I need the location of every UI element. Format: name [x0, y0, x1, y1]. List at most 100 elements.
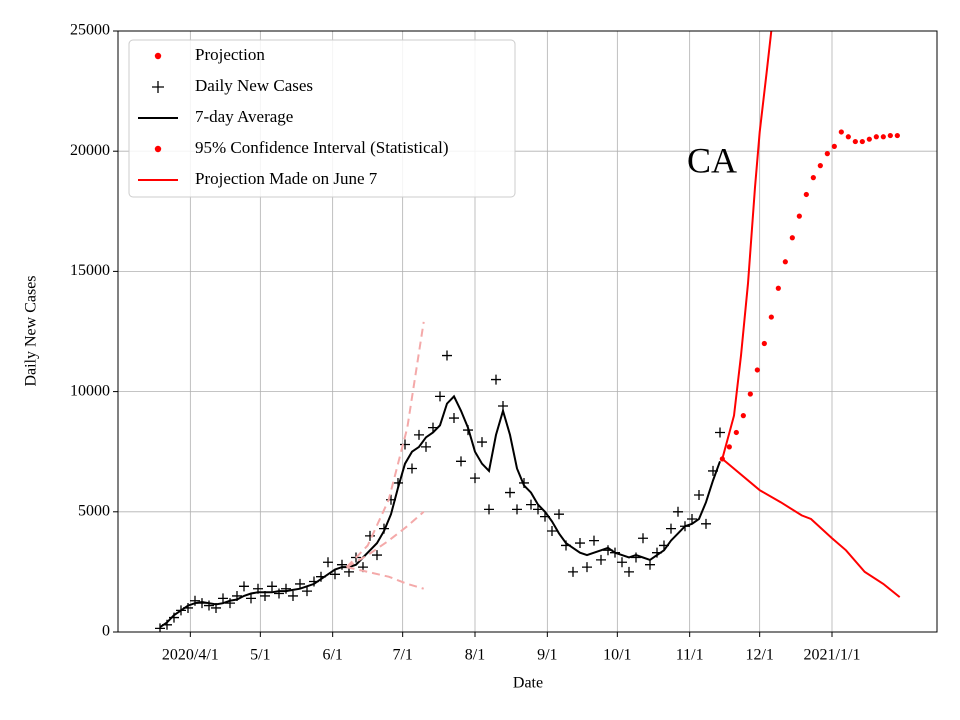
- case-marker: [400, 439, 410, 450]
- legend-box: [128, 39, 516, 198]
- case-marker: [435, 391, 445, 402]
- case-marker: [491, 374, 501, 385]
- projection-dot: [726, 444, 732, 450]
- axes-frame: [117, 30, 938, 633]
- projection-dot: [817, 163, 823, 169]
- y-tick-label: 0: [102, 623, 110, 640]
- case-marker: [645, 559, 655, 570]
- projection-dot: [775, 285, 781, 291]
- case-marker: [715, 427, 725, 438]
- projection-dot: [789, 235, 795, 241]
- case-marker: [575, 538, 585, 549]
- projection-dot: [754, 367, 760, 373]
- case-marker: [582, 562, 592, 573]
- case-marker: [568, 566, 578, 577]
- x-tick-label: 12/1: [745, 647, 773, 664]
- case-marker: [442, 350, 452, 361]
- projection-dot: [733, 429, 739, 436]
- x-tick-label: 8/1: [465, 647, 485, 664]
- case-marker: [218, 593, 228, 604]
- june-projection-line: [346, 511, 425, 568]
- x-tick-label: 9/1: [537, 647, 557, 664]
- case-marker: [470, 473, 480, 484]
- case-marker: [421, 441, 431, 452]
- case-marker: [414, 429, 424, 440]
- case-marker: [512, 504, 522, 515]
- case-marker: [673, 506, 683, 517]
- x-tick-label: 11/1: [676, 647, 704, 664]
- projection-dot: [740, 413, 746, 419]
- case-marker: [302, 586, 312, 597]
- ci-lower-line: [721, 458, 901, 598]
- case-marker: [547, 526, 557, 537]
- annotation: CA: [687, 140, 737, 180]
- case-marker: [526, 499, 536, 510]
- case-marker: [589, 535, 599, 546]
- projection-dot: [824, 151, 830, 157]
- case-marker: [323, 557, 333, 568]
- x-tick-label: 5/1: [250, 647, 270, 664]
- projection-dot: [873, 134, 879, 140]
- case-marker: [365, 530, 375, 541]
- x-axis-label: Date: [513, 675, 543, 692]
- x-tick-label: 10/1: [603, 647, 631, 664]
- legend-label: Projection: [195, 45, 265, 64]
- case-marker: [330, 569, 340, 580]
- case-marker: [666, 523, 676, 534]
- projection-dot: [887, 132, 893, 139]
- case-marker: [701, 518, 711, 529]
- y-tick-label: 15000: [70, 262, 110, 279]
- june-projection-line: [346, 566, 424, 590]
- projection-dot: [747, 391, 753, 397]
- ci-upper-line: [721, 31, 773, 460]
- y-tick-label: 10000: [70, 382, 110, 399]
- projection-dot: [859, 138, 865, 145]
- case-marker: [295, 578, 305, 589]
- case-marker: [617, 557, 627, 568]
- projection-dot: [880, 134, 886, 140]
- case-marker: [456, 456, 466, 467]
- y-tick-label: 20000: [70, 142, 110, 159]
- case-marker: [449, 413, 459, 424]
- legend-marker: [154, 145, 162, 153]
- case-marker: [596, 554, 606, 565]
- x-tick-label: 6/1: [322, 647, 342, 664]
- case-marker: [246, 593, 256, 604]
- y-tick-label: 25000: [70, 22, 110, 39]
- case-marker: [372, 550, 382, 561]
- projection-dot: [796, 213, 802, 219]
- case-marker: [505, 487, 515, 498]
- legend-marker: [154, 52, 162, 60]
- projection-dot: [838, 129, 844, 135]
- projection-dot: [803, 191, 809, 198]
- legend: Projection Daily New Cases 7-day Average 95…: [128, 39, 516, 198]
- legend-marker: [152, 81, 164, 93]
- legend-label: Daily New Cases: [195, 76, 313, 95]
- case-marker: [267, 581, 277, 592]
- case-marker: [624, 566, 634, 577]
- case-marker: [239, 581, 249, 592]
- y-axis-label: Daily New Cases: [23, 275, 40, 386]
- projection-dot: [782, 259, 788, 265]
- legend-label: Projection Made on June 7: [195, 169, 378, 188]
- projection-dot: [845, 134, 851, 140]
- projection-dot: [852, 138, 858, 145]
- average-line: [159, 394, 721, 629]
- case-marker: [484, 504, 494, 515]
- projection-dot: [866, 136, 872, 142]
- x-tick-label: 7/1: [392, 647, 412, 664]
- case-marker: [288, 590, 298, 601]
- case-marker: [554, 509, 564, 520]
- projection-dot: [761, 340, 767, 347]
- projection-dot: [831, 143, 837, 149]
- x-tick-label: 2021/1/1: [804, 647, 861, 664]
- june-projection-line: [345, 321, 425, 568]
- x-tick-label: 2020/4/1: [162, 647, 219, 664]
- case-marker: [407, 463, 417, 474]
- case-marker: [694, 489, 704, 500]
- legend-label: 7-day Average: [195, 107, 293, 126]
- projection-dot: [894, 132, 900, 139]
- case-marker: [638, 533, 648, 544]
- projection-dot: [768, 314, 774, 320]
